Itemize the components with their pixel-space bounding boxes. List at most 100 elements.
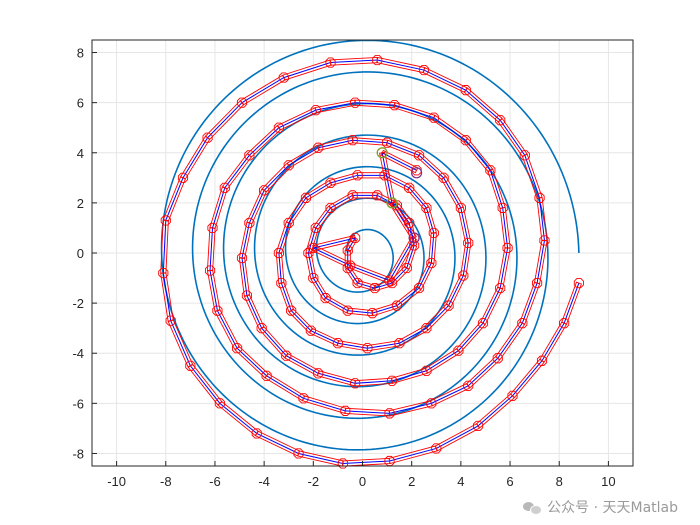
chain-series <box>158 54 584 469</box>
chain-joint <box>261 370 272 381</box>
chain-joint <box>517 318 528 329</box>
chain-joint <box>320 293 331 304</box>
chain-link <box>238 257 251 297</box>
chain-link <box>217 400 260 437</box>
y-tick-label: 4 <box>77 146 84 161</box>
chain-link <box>316 370 357 387</box>
chain-link <box>167 319 194 368</box>
chain-joint <box>573 278 584 289</box>
chain-joint <box>325 57 336 68</box>
chain-link <box>397 325 429 347</box>
chain-link <box>406 185 430 211</box>
grid-lines <box>92 40 633 466</box>
chain-link <box>389 200 417 240</box>
chain-link <box>209 186 228 230</box>
chain-joint <box>214 398 225 409</box>
chain-link <box>238 221 253 260</box>
chain-joint <box>313 368 324 379</box>
chain-joint <box>281 350 292 361</box>
chain-joint <box>426 257 437 269</box>
x-tick-label: 4 <box>457 474 464 489</box>
marker-point <box>386 197 398 209</box>
chain-link <box>428 232 437 264</box>
chain-link <box>344 407 391 417</box>
chain-joint <box>232 343 243 354</box>
chain-link <box>313 205 334 231</box>
y-tick-label: 0 <box>77 246 84 261</box>
chain-link <box>455 320 486 354</box>
chain-joint <box>460 85 471 96</box>
chain-link <box>243 293 265 330</box>
chain-link <box>206 227 216 272</box>
chain-joint <box>428 227 439 239</box>
chain-joint <box>325 177 336 188</box>
chain-joint <box>421 365 432 376</box>
chain-joint <box>308 272 319 284</box>
chain-joint <box>492 353 503 364</box>
chain-joint <box>495 283 506 294</box>
chain-link <box>288 308 314 334</box>
chain-joint <box>519 150 530 161</box>
chain-joint <box>404 182 415 193</box>
marker-point <box>408 232 420 244</box>
y-tick-label: -4 <box>72 346 84 361</box>
chain-joint <box>413 150 425 161</box>
chain-link <box>302 395 347 414</box>
chain-joint <box>394 338 405 349</box>
chain-link <box>375 192 399 209</box>
chain-joint <box>350 97 361 108</box>
chain-joint <box>384 408 395 419</box>
chain-joint <box>350 378 361 389</box>
chain-joint <box>534 192 545 203</box>
chain-joint <box>372 190 383 201</box>
chain-joint <box>347 135 358 146</box>
chain-link <box>393 102 436 121</box>
chain-joint <box>259 185 270 196</box>
chain-link <box>329 172 359 186</box>
chain-link <box>388 400 433 417</box>
chain-link <box>371 302 399 317</box>
chain-link <box>394 203 412 226</box>
x-tick-label: 6 <box>506 474 513 489</box>
chain-link <box>180 135 211 180</box>
chain-link <box>264 372 306 402</box>
chain-link <box>206 269 221 312</box>
chain-joint <box>431 443 442 454</box>
x-tick-label: 0 <box>359 474 366 489</box>
chain-link <box>328 192 355 211</box>
chain-joint <box>502 242 513 254</box>
chain-joint <box>539 235 550 246</box>
chain-link <box>460 242 472 277</box>
chain-link <box>160 272 174 322</box>
chain-link <box>431 114 468 143</box>
chain-joint <box>473 420 484 431</box>
chain-link <box>416 261 435 290</box>
chain-joint <box>273 122 284 133</box>
chain-link <box>519 281 541 325</box>
chain-joint <box>389 100 400 111</box>
chain-joint <box>384 275 395 286</box>
chain-joint <box>411 165 422 176</box>
chain-link <box>422 67 468 94</box>
chain-link <box>303 180 333 201</box>
chain-joint <box>185 360 196 371</box>
chain-link <box>352 192 378 199</box>
chain-joint <box>278 72 289 83</box>
chain-joint <box>458 270 469 281</box>
chain-joint <box>401 262 412 274</box>
y-tick-label: -6 <box>72 396 84 411</box>
chain-joint <box>453 345 464 356</box>
chain-joint <box>460 135 471 146</box>
chain-joint <box>158 267 169 279</box>
chain-link <box>487 168 506 210</box>
chain-joint <box>418 64 430 76</box>
chain-joint <box>332 338 343 349</box>
y-tick-label: -8 <box>72 446 84 461</box>
chain-link <box>246 188 268 225</box>
chain-link <box>424 347 461 374</box>
chain-link <box>336 340 369 352</box>
chain-joint <box>293 448 304 459</box>
chain-link <box>297 450 344 467</box>
chain-link <box>440 175 464 210</box>
chain-joint <box>428 112 439 123</box>
